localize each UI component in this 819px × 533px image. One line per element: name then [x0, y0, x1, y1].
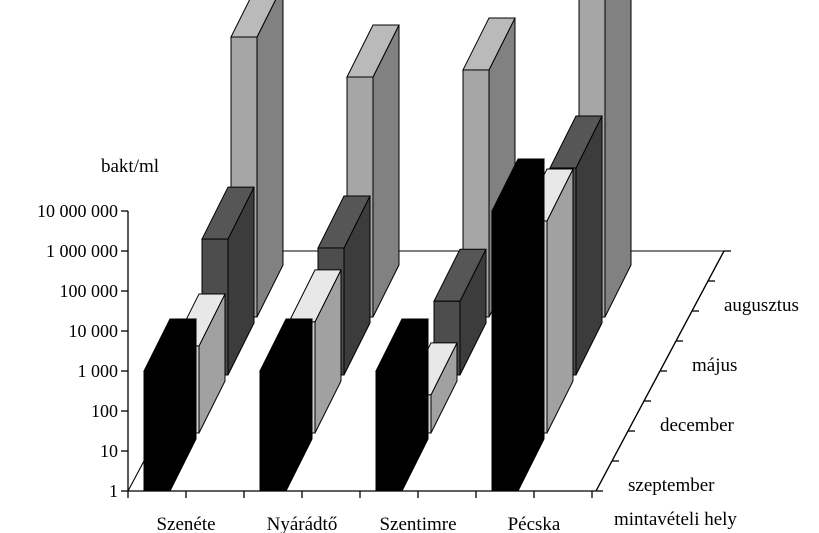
- bar-side: [604, 0, 632, 318]
- x-tick-label: Szentimre: [379, 514, 456, 533]
- depth-axis-label: mintavételi hely: [614, 509, 737, 530]
- bar-front: [259, 370, 287, 492]
- y-tick-label: 10: [100, 441, 118, 461]
- x-axis: Szenéte Nyárádtő Szentimre Pécska: [127, 490, 596, 533]
- x-tick-label: Nyárádtő: [267, 514, 338, 533]
- legend-május: május: [692, 355, 737, 376]
- bars-group: [143, 0, 632, 492]
- x-tick-label: Szenéte: [156, 514, 215, 533]
- bar-side: [256, 0, 284, 318]
- y-tick-label: 10 000 000: [37, 201, 118, 221]
- y-axis: 1 10 100 1 000 10 000 100 000 1 000 000 10 000 …: [37, 201, 129, 501]
- y-tick-label: 100 000: [60, 281, 119, 301]
- legend-szeptember: szeptember: [628, 475, 715, 496]
- bar-front: [491, 210, 519, 492]
- bar-side: [517, 158, 545, 492]
- y-axis-label: bakt/ml: [101, 156, 159, 177]
- bar-május-Szenéte: [201, 186, 255, 376]
- bar-szeptember-Nyárádtő: [259, 318, 313, 492]
- bar-front: [143, 370, 171, 492]
- y-tick-label: 1: [109, 481, 118, 501]
- y-tick-label: 100: [91, 401, 118, 421]
- depth-axis: mintavételi hely szeptember december május a…: [595, 250, 799, 530]
- y-tick-label: 1 000 000: [46, 241, 118, 261]
- y-tick-label: 1 000: [78, 361, 119, 381]
- bar-szeptember-Szentimre: [375, 318, 429, 492]
- y-tick-label: 10 000: [69, 321, 119, 341]
- x-tick-label: Pécska: [508, 514, 561, 533]
- legend-december: december: [660, 415, 735, 436]
- bar-szeptember-Pécska: [491, 158, 545, 492]
- bar-szeptember-Szenéte: [143, 318, 197, 492]
- legend-augusztus: augusztus: [724, 295, 799, 316]
- bar-front: [375, 370, 403, 492]
